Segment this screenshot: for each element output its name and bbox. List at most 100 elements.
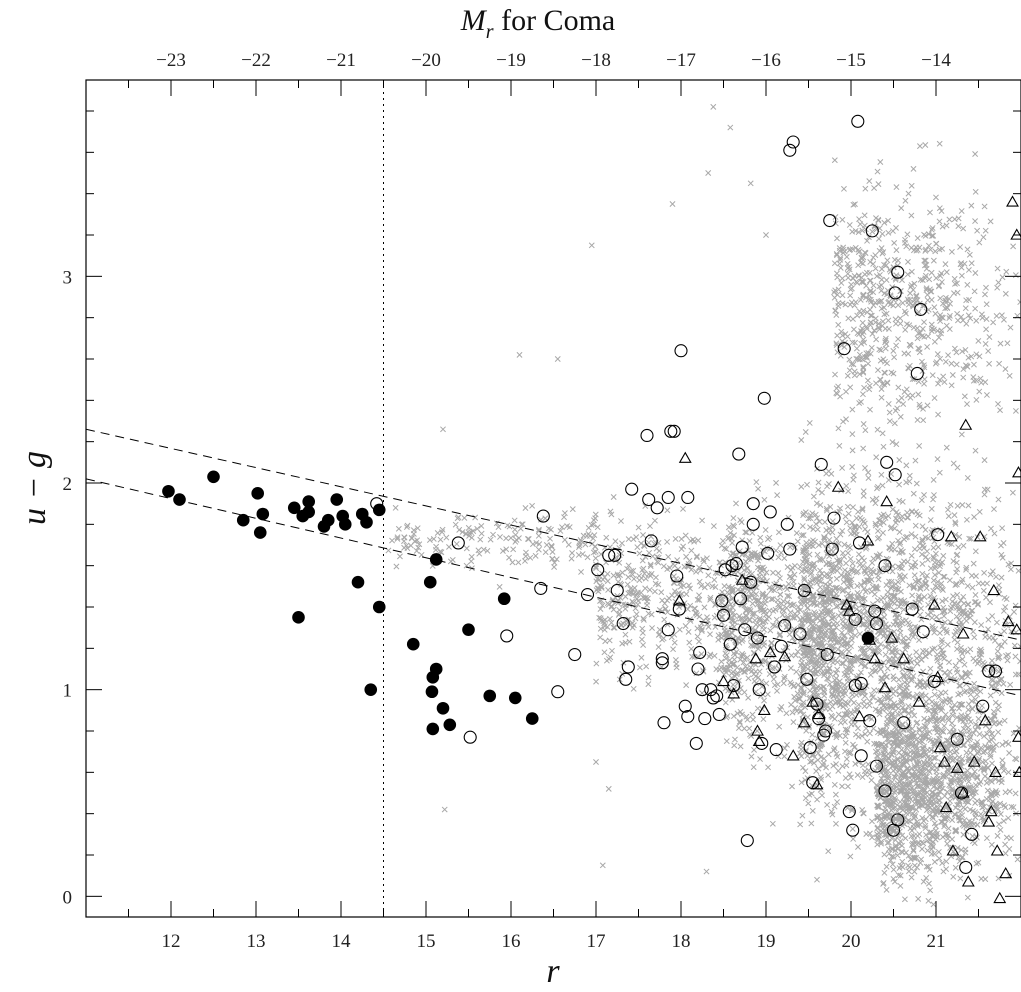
grey-cross-point: [1002, 366, 1009, 373]
grey-cross-point: [853, 345, 860, 352]
grey-cross-point: [956, 682, 963, 689]
grey-cross-point: [835, 299, 842, 306]
grey-cross-point: [507, 535, 514, 541]
grey-cross-point: [430, 535, 437, 542]
open-circle-point: [757, 391, 771, 405]
grey-cross-point: [960, 542, 967, 549]
grey-cross-point: [813, 521, 819, 528]
grey-cross-point: [661, 616, 668, 623]
grey-cross-point: [883, 673, 890, 680]
grey-cross-point: [651, 517, 658, 524]
grey-cross-point: [764, 536, 771, 543]
grey-cross-point: [927, 665, 934, 672]
grey-cross-point: [872, 252, 879, 259]
grey-cross-point: [730, 668, 737, 675]
grey-cross-point: [726, 608, 733, 615]
grey-cross-point: [826, 525, 833, 532]
grey-cross-point: [624, 565, 631, 572]
grey-cross-point: [911, 712, 918, 719]
grey-cross-point: [789, 564, 796, 571]
grey-cross-point: [664, 597, 671, 604]
grey-cross-point: [855, 551, 862, 558]
grey-cross-point: [961, 689, 968, 695]
grey-cross-point: [701, 604, 708, 611]
grey-cross-point: [736, 719, 743, 726]
grey-cross-point: [952, 864, 959, 871]
grey-cross-point: [931, 492, 937, 498]
open-circle-point: [568, 647, 582, 662]
grey-cross-point: [825, 481, 832, 487]
grey-cross-point: [841, 541, 848, 548]
grey-cross-point: [975, 708, 982, 715]
open-circle-point: [712, 707, 726, 722]
grey-cross-point: [715, 636, 722, 643]
grey-cross-point: [893, 184, 900, 191]
grey-cross-point: [774, 681, 781, 688]
grey-cross-point: [868, 588, 875, 595]
grey-cross-point: [897, 882, 904, 889]
grey-cross-point: [917, 678, 924, 684]
grey-cross-point: [967, 646, 974, 653]
grey-cross-point: [972, 151, 979, 157]
grey-cross-point: [743, 713, 750, 720]
grey-cross-point: [974, 691, 980, 698]
grey-cross-point: [783, 584, 790, 590]
grey-cross-point: [993, 741, 1000, 748]
open-circle-point: [551, 685, 565, 699]
grey-cross-point: [824, 801, 831, 808]
grey-cross-point: [973, 396, 980, 403]
grey-cross-point: [885, 317, 892, 324]
grey-cross-point: [696, 597, 703, 603]
grey-cross-point: [760, 642, 767, 649]
grey-cross-point: [718, 614, 725, 620]
grey-cross-point: [980, 587, 987, 594]
grey-cross-point: [814, 551, 821, 558]
grey-cross-point: [954, 289, 961, 296]
grey-cross-point: [902, 326, 909, 333]
grey-cross-point: [860, 445, 867, 452]
grey-cross-point: [802, 429, 809, 435]
grey-cross-point: [839, 275, 846, 282]
grey-cross-point: [953, 748, 960, 755]
grey-cross-point: [793, 668, 800, 675]
grey-cross-point: [931, 304, 938, 311]
grey-cross-point: [786, 573, 793, 580]
grey-cross-point: [934, 578, 941, 585]
grey-cross-point: [522, 505, 529, 511]
grey-cross-point: [601, 626, 608, 633]
grey-cross-point: [972, 218, 979, 225]
grey-cross-point: [998, 574, 1005, 581]
grey-cross-point: [705, 623, 712, 630]
grey-cross-point: [932, 248, 939, 255]
grey-cross-point: [901, 573, 908, 580]
grey-cross-point: [921, 319, 928, 326]
grey-cross-point: [838, 280, 845, 286]
grey-cross-point: [985, 626, 992, 633]
grey-cross-point: [730, 681, 737, 688]
grey-cross-point: [1000, 818, 1007, 824]
grey-cross-point: [664, 621, 671, 628]
grey-cross-point: [964, 894, 971, 901]
grey-cross-point: [781, 753, 788, 760]
grey-cross-point: [999, 274, 1006, 281]
grey-cross-point: [957, 690, 964, 697]
grey-cross-point: [739, 650, 746, 657]
grey-cross-point: [1002, 804, 1009, 811]
grey-cross-point: [763, 232, 769, 238]
grey-cross-point: [891, 239, 898, 246]
grey-cross-point: [609, 647, 615, 654]
grey-cross-point: [987, 692, 994, 699]
grey-cross-point: [896, 497, 903, 504]
open-triangle-point: [1006, 195, 1019, 207]
grey-cross-point: [786, 593, 793, 600]
grey-cross-point: [769, 820, 776, 827]
grey-cross-point: [1012, 407, 1019, 414]
grey-cross-point: [889, 568, 896, 575]
grey-cross-point: [620, 601, 627, 608]
grey-cross-point: [908, 509, 915, 515]
grey-cross-point: [819, 489, 825, 496]
grey-cross-point: [811, 760, 817, 766]
grey-cross-point: [950, 593, 957, 600]
grey-cross-point: [896, 625, 903, 632]
grey-cross-point: [778, 703, 785, 710]
